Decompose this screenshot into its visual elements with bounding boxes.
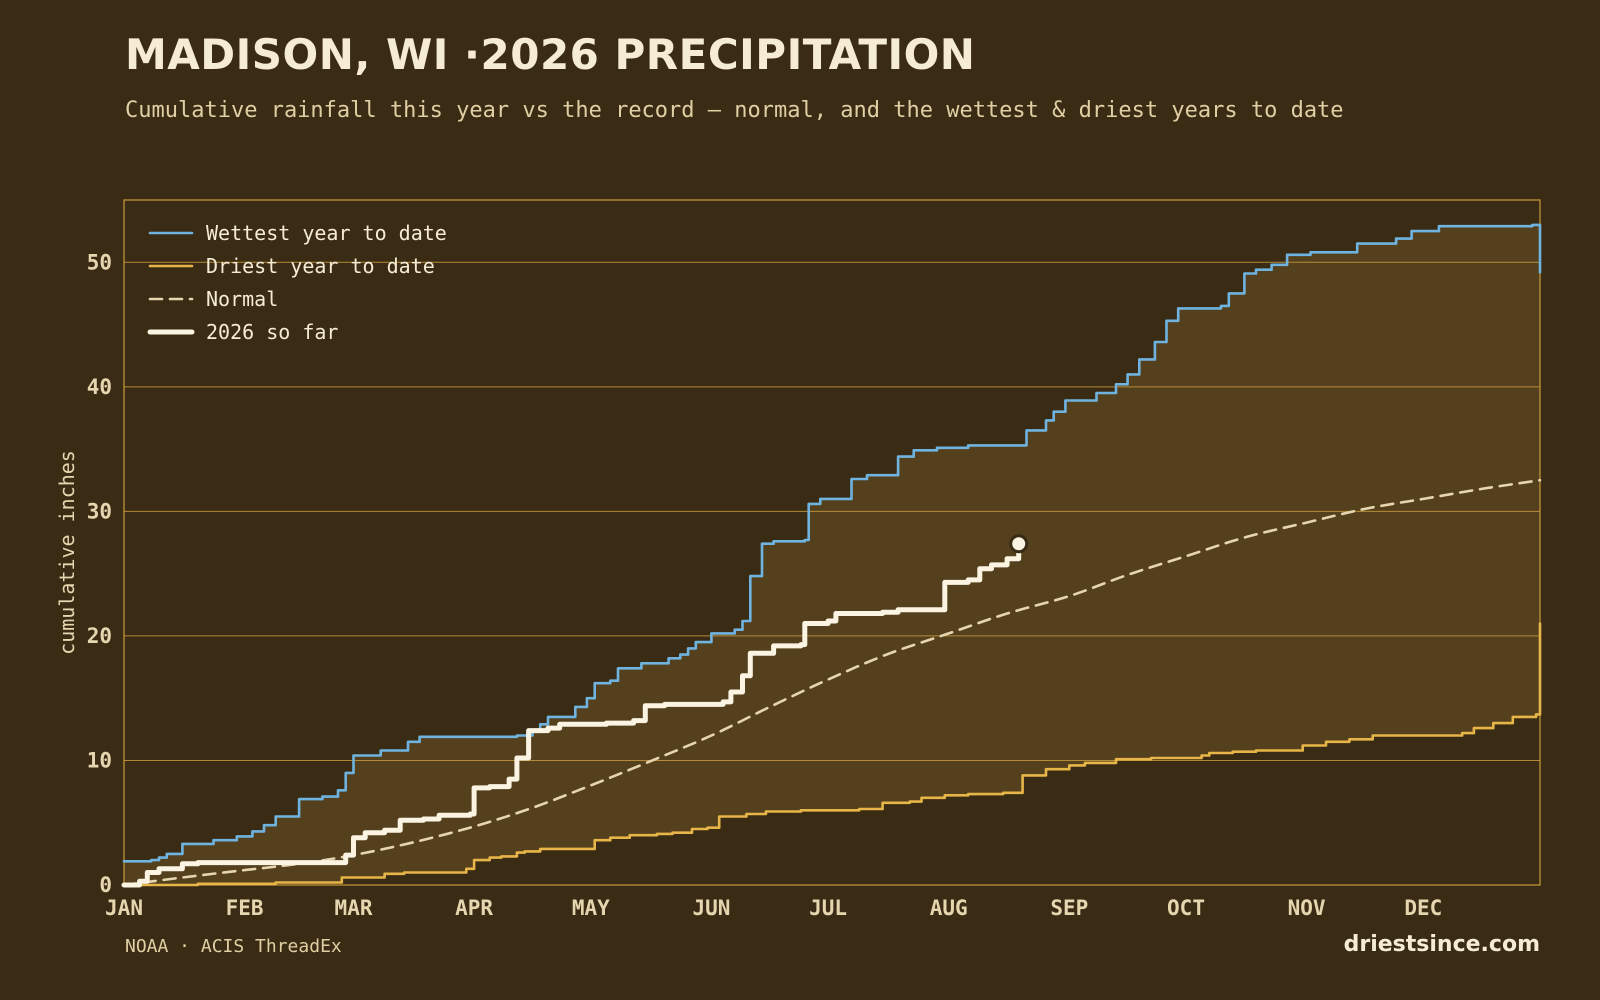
x-tick-label: NOV bbox=[1288, 896, 1326, 920]
chart-subtitle: Cumulative rainfall this year vs the rec… bbox=[125, 98, 1344, 123]
y-grid: 0 10 20 30 40 50 bbox=[87, 250, 1540, 897]
source-note: NOAA · ACIS ThreadEx bbox=[125, 936, 342, 957]
x-axis: JAN FEB MAR APR MAY JUN JUL AUG SEP OCT NOV DEC bbox=[105, 896, 1442, 920]
x-tick-label: MAR bbox=[335, 896, 373, 920]
y-tick-label: 0 bbox=[99, 873, 112, 897]
x-tick-label: APR bbox=[455, 896, 493, 920]
current-value-marker bbox=[1009, 534, 1029, 554]
series-wettest-line bbox=[122, 223, 1542, 863]
record-range-band bbox=[124, 224, 1540, 885]
chart-title: MADISON, WI ·2026 PRECIPITATION bbox=[125, 30, 976, 79]
legend-label: 2026 so far bbox=[206, 320, 338, 344]
x-tick-label: JAN bbox=[105, 896, 143, 920]
x-tick-label: OCT bbox=[1167, 896, 1205, 920]
y-tick-label: 30 bbox=[87, 499, 112, 523]
x-tick-label: FEB bbox=[226, 896, 264, 920]
legend-label: Normal bbox=[206, 287, 278, 311]
series-current-line bbox=[121, 541, 1022, 888]
x-tick-label: SEP bbox=[1050, 896, 1088, 920]
x-tick-label: DEC bbox=[1404, 896, 1442, 920]
y-tick-label: 50 bbox=[87, 250, 112, 274]
y-tick-label: 20 bbox=[87, 624, 112, 648]
x-tick-label: JUN bbox=[692, 896, 730, 920]
series-driest-line bbox=[122, 622, 1542, 887]
x-tick-label: JUL bbox=[809, 896, 847, 920]
x-tick-label: AUG bbox=[930, 896, 968, 920]
brand-link[interactable]: driestsince.com bbox=[1343, 932, 1540, 957]
x-tick-label: MAY bbox=[572, 896, 610, 920]
legend: Wettest year to date Driest year to date N… bbox=[147, 221, 447, 344]
y-tick-label: 40 bbox=[87, 375, 112, 399]
y-tick-label: 10 bbox=[87, 748, 112, 772]
legend-label: Wettest year to date bbox=[206, 221, 447, 245]
legend-label: Driest year to date bbox=[206, 254, 435, 278]
plot-frame bbox=[123, 199, 1541, 886]
y-axis-label: cumulative inches bbox=[55, 450, 79, 655]
